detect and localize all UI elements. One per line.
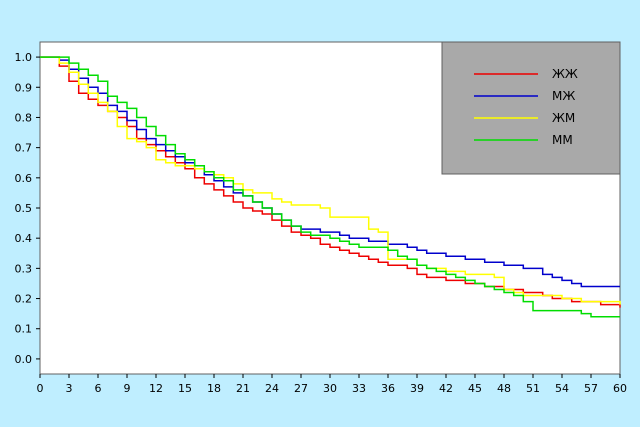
x-tick-label: 21 <box>236 382 250 395</box>
axis-ticks: 0 3 6 9 12 15 18 21 24 27 30 33 36 39 42 45 48 51 54 57 600.… <box>15 51 628 395</box>
series-line-ЖМ <box>40 56 621 305</box>
series-line-ММ <box>40 56 620 318</box>
x-tick-label: 30 <box>323 382 337 395</box>
y-tick-label: 1.0 <box>15 51 33 64</box>
y-tick-label: 0.5 <box>15 202 33 215</box>
x-tick-label: 6 <box>95 382 102 395</box>
legend-label-МЖ: МЖ <box>552 89 575 103</box>
x-tick-label: 48 <box>497 382 511 395</box>
y-tick-label: 0.1 <box>15 323 33 336</box>
legend: ЖЖ МЖ ЖМ ММ <box>441 41 621 175</box>
y-tick-label: 0.0 <box>15 353 33 366</box>
y-tick-label: 0.8 <box>15 111 33 124</box>
x-tick-label: 54 <box>555 382 569 395</box>
x-tick-label: 36 <box>381 382 395 395</box>
y-tick-label: 0.4 <box>15 232 33 245</box>
x-tick-label: 0 <box>37 382 44 395</box>
x-tick-label: 12 <box>149 382 163 395</box>
x-tick-label: 15 <box>178 382 192 395</box>
x-tick-label: 60 <box>613 382 627 395</box>
y-tick-label: 0.6 <box>15 172 33 185</box>
x-tick-label: 42 <box>439 382 453 395</box>
x-tick-label: 57 <box>584 382 598 395</box>
legend-label-ММ: ММ <box>552 133 573 147</box>
x-tick-label: 3 <box>66 382 73 395</box>
x-tick-label: 27 <box>294 382 308 395</box>
x-tick-label: 18 <box>207 382 221 395</box>
x-tick-label: 51 <box>526 382 540 395</box>
legend-label-ЖМ: ЖМ <box>552 111 575 125</box>
series-group <box>40 56 621 318</box>
x-tick-label: 45 <box>468 382 482 395</box>
legend-box <box>441 41 621 175</box>
x-tick-label: 33 <box>352 382 366 395</box>
x-tick-label: 24 <box>265 382 279 395</box>
x-tick-label: 9 <box>124 382 131 395</box>
legend-label-ЖЖ: ЖЖ <box>552 67 578 81</box>
y-tick-label: 0.9 <box>15 81 33 94</box>
y-tick-label: 0.7 <box>15 142 33 155</box>
x-tick-label: 39 <box>410 382 424 395</box>
y-tick-label: 0.3 <box>15 262 33 275</box>
y-tick-label: 0.2 <box>15 293 33 306</box>
